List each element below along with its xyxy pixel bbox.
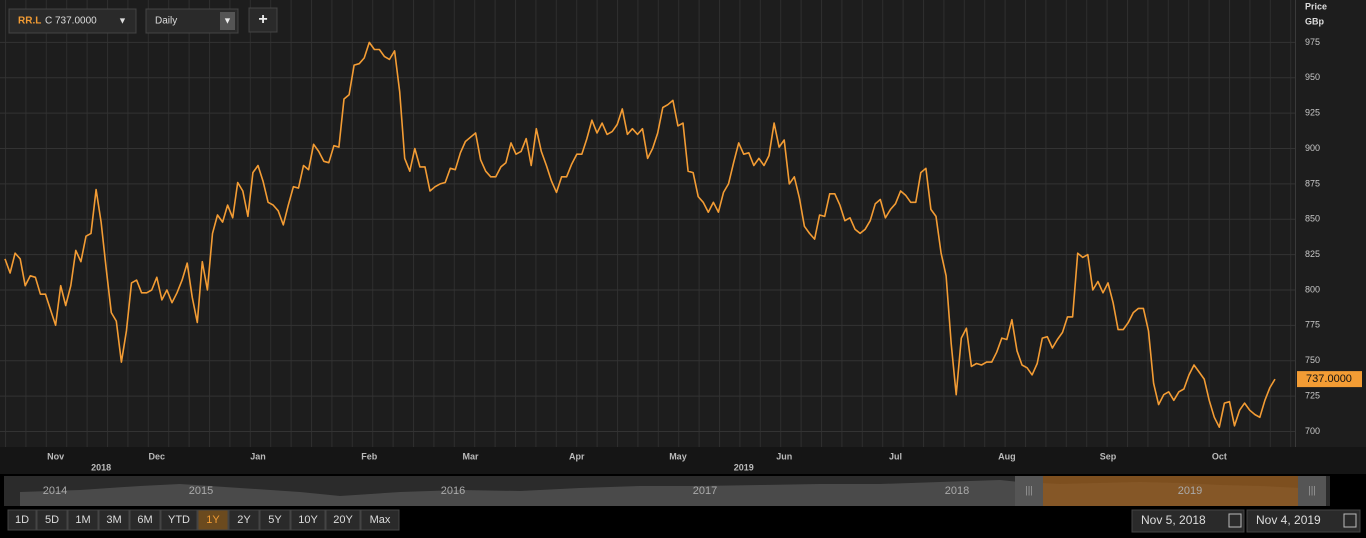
- dropdown-arrow: ▼: [223, 15, 232, 25]
- y-tick-label: 975: [1305, 37, 1320, 47]
- range-button-label: YTD: [168, 514, 190, 526]
- symbol-box[interactable]: [8, 8, 137, 34]
- y-tick-label: 800: [1305, 284, 1320, 294]
- x-tick-label: Dec: [149, 451, 166, 461]
- x-tick-label: Oct: [1212, 451, 1227, 461]
- plot: 700 725 750 775 800 825 850 875 900 925 950 975 Nov D…: [0, 37, 1362, 472]
- y-tick-label: 825: [1305, 249, 1320, 259]
- range-button-label: 3M: [106, 514, 121, 526]
- navigator-year: 2014: [43, 485, 67, 497]
- x-tick-label: Sep: [1100, 451, 1117, 461]
- axis-unit: GBp: [1305, 16, 1325, 26]
- x-tick-label: May: [669, 451, 687, 461]
- navigator-year: 2016: [441, 485, 465, 497]
- range-button-label: 5D: [45, 514, 59, 526]
- range-button[interactable]: [290, 509, 326, 531]
- handle-grip: |||: [1025, 486, 1033, 497]
- price-tag-label: 737.0000: [1306, 373, 1352, 385]
- year-label: 2019: [734, 462, 754, 472]
- x-tick-label: Feb: [361, 451, 378, 461]
- x-tick-label: Nov: [47, 451, 64, 461]
- date-to-box[interactable]: [1246, 509, 1361, 533]
- y-tick-label: 850: [1305, 214, 1320, 224]
- calendar-icon[interactable]: [1228, 513, 1242, 528]
- range-button-label: 5Y: [268, 514, 282, 526]
- navigator-years: 2014 2015 2016 2017 2018 2019: [43, 485, 1202, 497]
- x-tick-label: Jul: [889, 451, 902, 461]
- x-tick-label: Mar: [462, 451, 479, 461]
- y-tick-label: 750: [1305, 355, 1320, 365]
- time-grid: [0, 0, 1295, 447]
- dropdown-arrow[interactable]: ▼: [118, 15, 127, 25]
- date-from-box[interactable]: [1131, 509, 1245, 533]
- quote: C 737.0000: [45, 16, 97, 27]
- y-tick-label: 925: [1305, 108, 1320, 118]
- y-tick-label: 950: [1305, 72, 1320, 82]
- range-button[interactable]: [67, 509, 99, 531]
- range-button[interactable]: [36, 509, 68, 531]
- range-button[interactable]: [360, 509, 400, 531]
- x-tick-label: Jun: [776, 451, 792, 461]
- dropdown-button[interactable]: [220, 12, 235, 30]
- interval: Daily: [155, 16, 177, 27]
- range-button[interactable]: [197, 509, 229, 531]
- range-button[interactable]: [7, 509, 37, 531]
- add-label: +: [258, 11, 267, 28]
- navigator-area: [20, 480, 1300, 506]
- range-button[interactable]: [228, 509, 260, 531]
- x-tick-label: Jan: [250, 451, 266, 461]
- range-button-label: 1M: [75, 514, 90, 526]
- y-tick-label: 775: [1305, 320, 1320, 330]
- range-button-label: 1Y: [206, 514, 220, 526]
- navigator-selection[interactable]: [1030, 476, 1300, 506]
- navigator-handle[interactable]: [1298, 476, 1326, 506]
- year-label: 2018: [91, 462, 111, 472]
- x-axis-strip: [0, 447, 1366, 474]
- y-tick-label: 875: [1305, 178, 1320, 188]
- y-tick-label: 900: [1305, 143, 1320, 153]
- navigator-year: 2017: [693, 485, 717, 497]
- calendar-icon[interactable]: [1343, 513, 1357, 528]
- handle-grip: |||: [1308, 486, 1316, 497]
- x-tick-label: Apr: [569, 451, 585, 461]
- y-tick-label: 725: [1305, 390, 1320, 400]
- range-button[interactable]: [160, 509, 198, 531]
- navigator-year: 2015: [189, 485, 213, 497]
- navigator-handle[interactable]: [1015, 476, 1043, 506]
- date-from: Nov 5, 2018: [1141, 513, 1206, 527]
- symbol: RR.L: [18, 16, 41, 27]
- x-tick-label: Aug: [998, 451, 1016, 461]
- navigator-year: 2019: [1178, 485, 1202, 497]
- price-tag: [1297, 371, 1362, 388]
- range-button-label: 1D: [15, 514, 29, 526]
- range-button-label: Max: [370, 514, 391, 526]
- add-button[interactable]: [248, 7, 278, 33]
- range-button[interactable]: [325, 509, 361, 531]
- range-button-label: 20Y: [333, 514, 353, 526]
- range-button[interactable]: [98, 509, 130, 531]
- range-button-label: 10Y: [298, 514, 318, 526]
- price-line: [4, 41, 1276, 428]
- range-buttons: 1D 5D 1M 3M 6M YTD 1Y 2Y 5Y 10Y 20Y Max: [7, 509, 400, 531]
- date-to: Nov 4, 2019: [1256, 513, 1321, 527]
- range-button-label: 6M: [137, 514, 152, 526]
- range-button[interactable]: [259, 509, 291, 531]
- range-button-label: 2Y: [237, 514, 251, 526]
- range-button[interactable]: [129, 509, 161, 531]
- navigator-year: 2018: [945, 485, 969, 497]
- y-tick-label: 700: [1305, 426, 1320, 436]
- axis-title: Price: [1305, 1, 1327, 11]
